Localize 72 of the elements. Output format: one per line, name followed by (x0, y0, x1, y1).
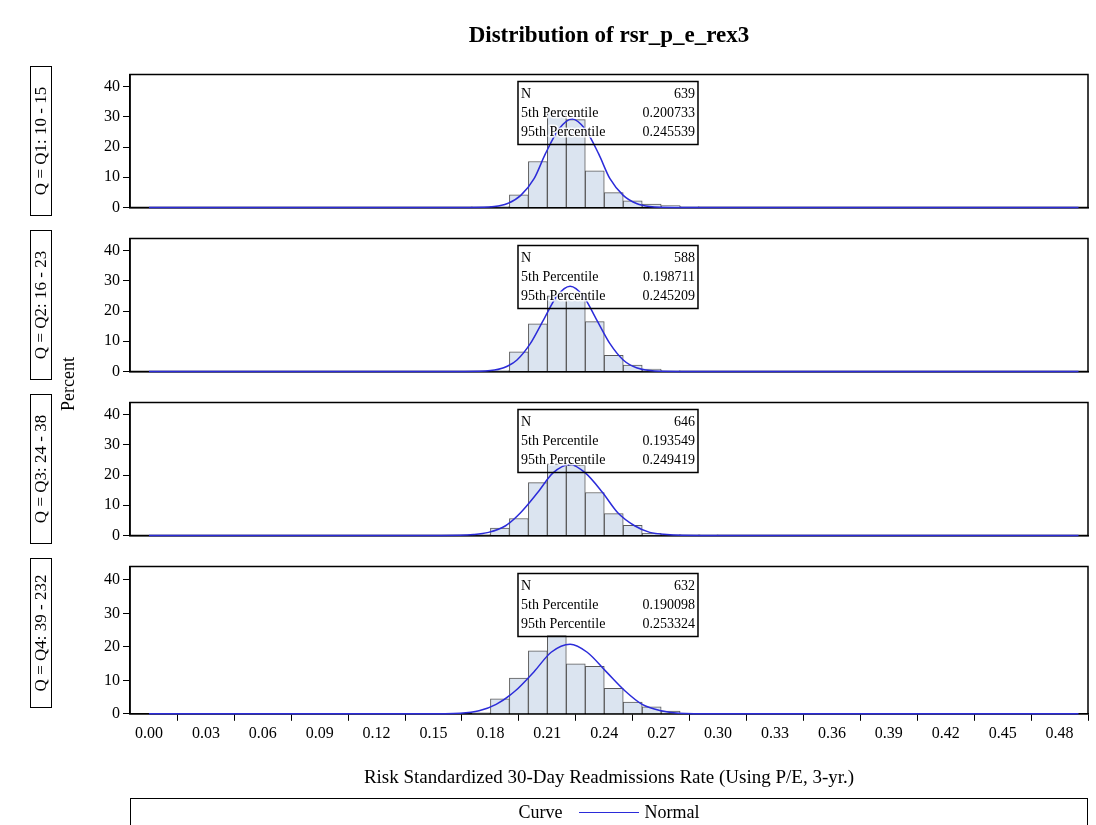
annotation: 0.193549 (642, 432, 695, 448)
y-tick-label: 30 (104, 107, 120, 125)
y-tick-label: 30 (104, 271, 120, 289)
annotation: 0.253324 (642, 615, 695, 631)
annotation: 0.245209 (642, 287, 695, 303)
chart-title: Distribution of rsr_p_e_rex3 (467, 21, 751, 49)
x-tick-label: 0.45 (988, 723, 1017, 741)
text: Q = Q1: 10 - 15 (31, 86, 51, 196)
x-tick-label: 0.24 (590, 723, 619, 741)
text: Q = Q2: 16 - 23 (31, 250, 51, 360)
y-tick-label: 20 (104, 465, 120, 483)
x-tick-label: 0.21 (533, 723, 562, 741)
x-tick-label: 0.39 (874, 723, 903, 741)
y-tick-label: 20 (104, 137, 120, 155)
x-axis-title: Risk Standardized 30-Day Readmissions Rate (Using P/E, 3-yr.) (362, 766, 856, 789)
line-series (148, 643, 1080, 715)
y-tick-label: 20 (104, 637, 120, 655)
annotation: 639 (673, 85, 695, 101)
line-series (148, 463, 1080, 537)
annotation: 0.200733 (642, 104, 695, 120)
x-tick-label: 0.18 (476, 723, 505, 741)
annotation: 0.190098 (642, 596, 695, 612)
x-tick-label: 0.12 (362, 723, 391, 741)
annotation: N (520, 85, 532, 101)
y-tick-label: 10 (104, 331, 120, 349)
annotation: 95th Percentile (520, 615, 606, 631)
annotation: 588 (673, 249, 695, 265)
y-tick-label: 10 (104, 495, 120, 513)
y-tick-label: 40 (104, 404, 120, 422)
annotation: 632 (673, 577, 695, 593)
x-tick-label: 0.33 (760, 723, 789, 741)
y-tick-label: 40 (104, 570, 120, 588)
y-tick-label: 40 (104, 76, 120, 94)
annotation: 0.249419 (642, 451, 695, 467)
x-tick-label: 0.27 (647, 723, 676, 741)
x-tick-label: 0.00 (134, 723, 163, 741)
x-tick-label: 0.42 (931, 723, 960, 741)
line-series (148, 118, 1080, 209)
annotation: 0.245539 (642, 123, 695, 139)
y-tick-label: 40 (104, 240, 120, 258)
y-tick-label: 20 (104, 301, 120, 319)
annotation: 5th Percentile (520, 596, 599, 612)
y-tick-label: 0 (112, 704, 120, 721)
y-tick-label: 10 (104, 670, 120, 688)
x-tick-label: 0.30 (704, 723, 733, 741)
legend-title: Curve (518, 801, 563, 823)
annotation: N (520, 577, 532, 593)
y-tick-label: 30 (104, 603, 120, 621)
x-tick-label: 0.36 (817, 723, 846, 741)
annotation: 5th Percentile (520, 432, 599, 448)
y-tick-label: 10 (104, 167, 120, 185)
x-tick-label: 0.03 (191, 723, 220, 741)
x-tick-label: 0.15 (419, 723, 448, 741)
annotation: 0.198711 (643, 268, 695, 284)
annotation: N (520, 249, 532, 265)
y-tick-label: 0 (112, 197, 120, 215)
annotation: 5th Percentile (520, 104, 599, 120)
x-tick-label: 0.48 (1045, 723, 1074, 741)
line-series (148, 285, 1080, 373)
x-tick-label: 0.09 (305, 723, 334, 741)
legend-label: Normal (644, 801, 700, 823)
y-tick-label: 0 (112, 525, 120, 543)
annotation: 646 (673, 413, 695, 429)
annotation: 5th Percentile (520, 268, 599, 284)
text: Q = Q4: 39 - 232 (31, 574, 51, 692)
annotation: 95th Percentile (520, 451, 606, 467)
x-tick-label: 0.06 (248, 723, 277, 741)
y-tick-label: 0 (112, 361, 120, 379)
annotation: N (520, 413, 532, 429)
y-axis-title: Percent (57, 357, 79, 411)
text: Q = Q3: 24 - 38 (31, 414, 51, 524)
y-tick-label: 30 (104, 435, 120, 453)
